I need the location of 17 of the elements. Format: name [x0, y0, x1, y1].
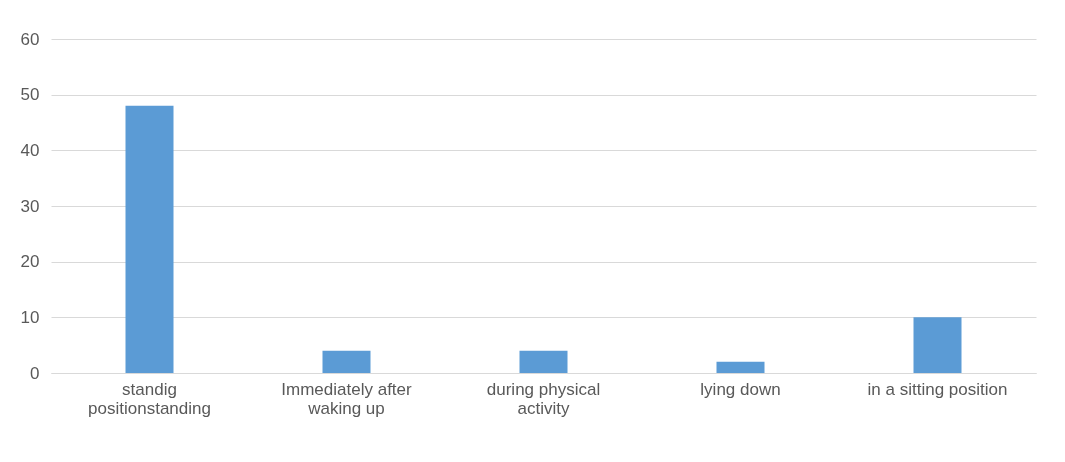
y-tick-label: 10	[20, 307, 40, 327]
bar	[322, 350, 371, 373]
x-tick-label: Immediately after waking up	[281, 379, 413, 418]
bar	[519, 350, 568, 373]
y-tick-label: 60	[20, 29, 40, 49]
y-tick-label: 30	[20, 196, 40, 216]
bar	[716, 361, 765, 373]
x-tick-label: lying down	[700, 379, 781, 399]
y-tick-label: 20	[20, 252, 40, 272]
bar	[125, 105, 174, 373]
y-tick-label: 50	[20, 85, 40, 105]
x-tick-label: during physical activity	[486, 379, 601, 418]
x-tick-label: standig positionstanding	[88, 379, 211, 418]
y-tick-label: 40	[20, 140, 40, 160]
y-tick-label: 0	[30, 363, 40, 383]
bar	[913, 317, 962, 373]
x-tick-label: in a sitting position	[867, 379, 1008, 399]
